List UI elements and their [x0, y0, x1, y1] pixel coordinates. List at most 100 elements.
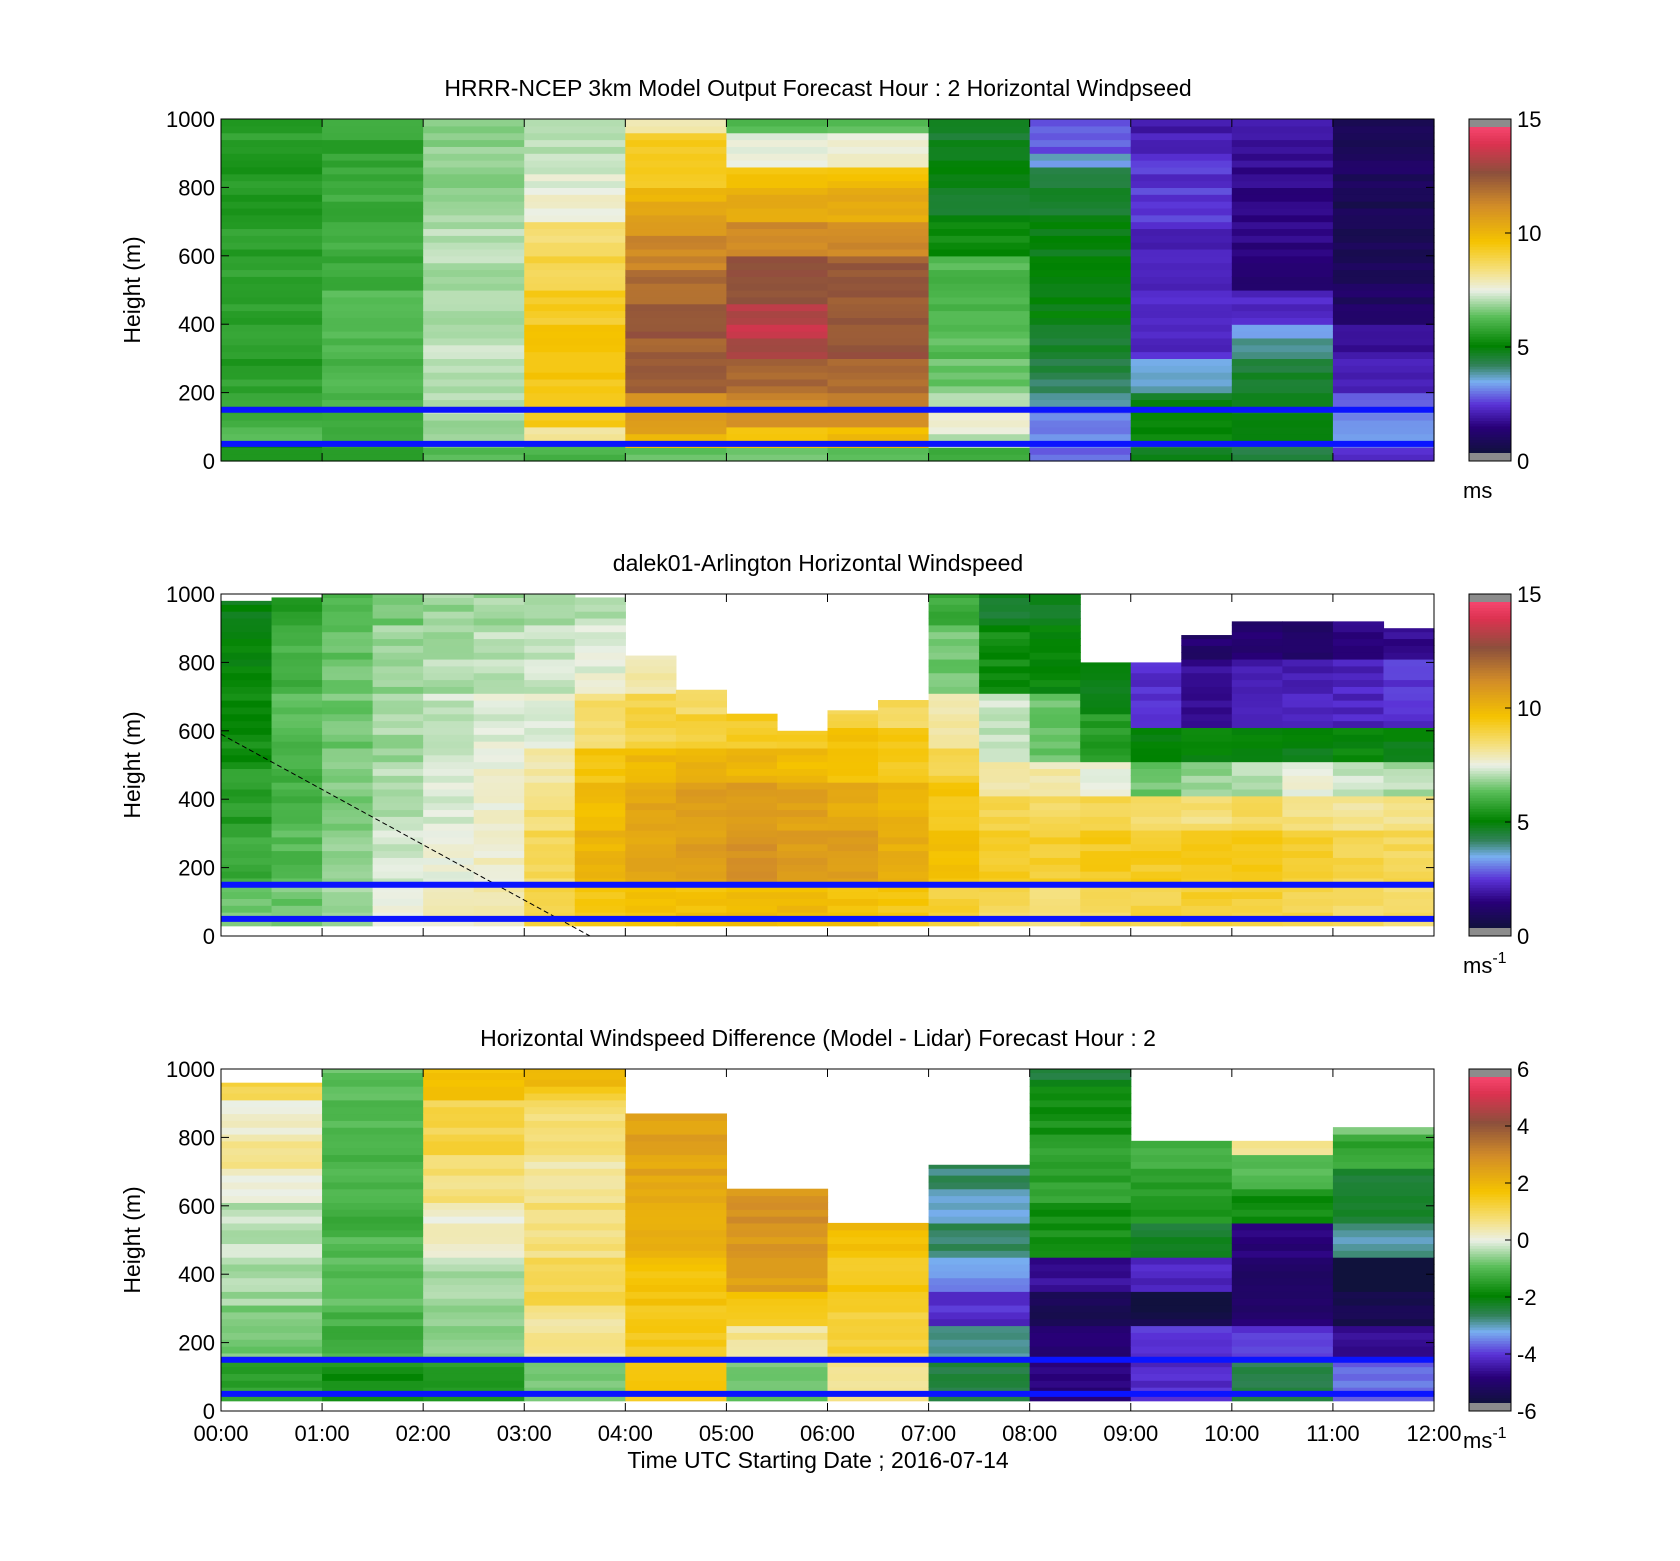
heatmap-cell — [221, 665, 273, 674]
heatmap-cell — [322, 1216, 424, 1224]
heatmap-cell — [1231, 1311, 1334, 1320]
heatmap-cell — [524, 720, 576, 728]
heatmap-cell — [574, 638, 626, 646]
heatmap-cell — [675, 734, 728, 742]
heatmap-cell — [271, 905, 323, 913]
heatmap-cell — [322, 248, 424, 257]
heatmap-cell — [726, 187, 829, 195]
heatmap-cell — [1332, 1257, 1435, 1265]
heatmap-cell — [1231, 1339, 1334, 1347]
heatmap-cell — [221, 1387, 323, 1395]
heatmap-cell — [1130, 1366, 1233, 1374]
heatmap-cell — [1231, 747, 1283, 756]
heatmap-cell — [726, 1332, 829, 1340]
heatmap-cell — [1231, 1175, 1334, 1183]
heatmap-cell — [726, 775, 778, 783]
heatmap-cell — [776, 864, 829, 872]
heatmap-cell — [1383, 816, 1435, 824]
heatmap-cell — [423, 1154, 525, 1162]
heatmap-cell — [221, 1277, 323, 1286]
y-tick-label: 1000 — [166, 582, 215, 607]
heatmap-cell — [625, 802, 677, 811]
heatmap-cell — [524, 652, 576, 660]
heatmap-cell — [1383, 795, 1435, 804]
heatmap-cell — [221, 843, 273, 852]
heatmap-cell — [221, 1106, 323, 1115]
heatmap-cell — [625, 180, 728, 188]
heatmap-cell — [827, 713, 879, 722]
heatmap-cell — [524, 686, 576, 694]
heatmap-cell — [322, 1175, 424, 1183]
heatmap-cell — [574, 891, 626, 899]
heatmap-cell — [1130, 1243, 1233, 1251]
heatmap-cell — [878, 795, 930, 804]
heatmap-cell — [878, 850, 930, 858]
heatmap-cell — [1130, 662, 1182, 667]
heatmap-cell — [221, 296, 323, 305]
heatmap-cell — [928, 235, 1031, 243]
colorbar-swatch — [1469, 1112, 1511, 1116]
heatmap-cell — [1080, 884, 1132, 893]
heatmap-cell — [1231, 679, 1283, 687]
heatmap-cell — [827, 125, 930, 134]
heatmap-cell — [423, 290, 525, 298]
heatmap-cell — [726, 433, 829, 442]
heatmap-cell — [322, 788, 374, 797]
heatmap-cell — [1029, 645, 1081, 653]
heatmap-cell — [776, 754, 829, 763]
heatmap-cell — [1332, 283, 1435, 291]
heatmap-cell — [1080, 843, 1132, 852]
colorbar-swatch — [1469, 1267, 1511, 1271]
heatmap-cell — [423, 1209, 525, 1217]
colorbar-swatch — [1469, 203, 1511, 207]
colorbar-swatch — [1469, 756, 1511, 761]
heatmap-cell — [878, 898, 930, 906]
heatmap-cell — [1231, 1346, 1334, 1354]
colorbar-swatch — [1469, 1185, 1511, 1189]
colorbar-swatch — [1469, 604, 1511, 609]
heatmap-cell — [625, 679, 677, 687]
heatmap-cell — [1332, 337, 1435, 346]
heatmap-cell — [928, 454, 1031, 462]
heatmap-cell — [1231, 720, 1283, 728]
heatmap-cell — [878, 700, 930, 708]
heatmap-cell — [1181, 761, 1233, 770]
heatmap-cell — [726, 1352, 829, 1361]
colorbar-swatch — [1469, 1386, 1511, 1391]
heatmap-cell — [524, 1325, 626, 1333]
heatmap-cell — [675, 754, 728, 763]
heatmap-cell — [1231, 276, 1334, 284]
heatmap-cell — [1231, 1154, 1334, 1162]
heatmap-cell — [1029, 1352, 1132, 1361]
heatmap-cell — [1130, 317, 1233, 325]
heatmap-cell — [1029, 426, 1132, 435]
colorbar-swatch — [1469, 1272, 1511, 1276]
heatmap-cell — [1383, 891, 1435, 899]
colorbar-swatch — [1469, 442, 1511, 446]
heatmap-cell — [1080, 706, 1132, 715]
colorbar-swatch — [1469, 631, 1511, 636]
heatmap-cell — [1029, 1380, 1132, 1388]
heatmap-cell — [221, 1346, 323, 1354]
colorbar-swatch — [1469, 740, 1511, 744]
heatmap-cell — [827, 269, 930, 277]
heatmap-cell — [524, 1311, 626, 1320]
heatmap-cell — [1332, 125, 1435, 134]
heatmap-cell — [423, 139, 525, 147]
heatmap-cell — [423, 385, 525, 394]
heatmap-cell — [1231, 768, 1283, 776]
heatmap-cell — [979, 782, 1031, 790]
colorbar-swatch — [1469, 1362, 1511, 1366]
colorbar-swatch — [1469, 433, 1511, 438]
colorbar-swatch — [1469, 797, 1511, 801]
heatmap-cell — [524, 454, 626, 462]
colorbar-swatch — [1469, 781, 1511, 785]
heatmap-cell — [827, 290, 930, 298]
heatmap-cell — [473, 720, 525, 728]
heatmap-cell — [776, 871, 829, 879]
heatmap-cell — [322, 652, 374, 660]
heatmap-cell — [625, 1127, 728, 1135]
x-tick-label: 08:00 — [1002, 1421, 1057, 1446]
heatmap-cell — [1130, 139, 1233, 147]
heatmap-cell — [372, 768, 424, 776]
